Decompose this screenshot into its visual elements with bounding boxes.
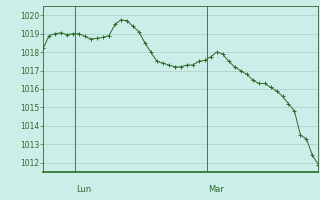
Text: Mar: Mar [209, 185, 224, 194]
Text: Lun: Lun [76, 185, 92, 194]
